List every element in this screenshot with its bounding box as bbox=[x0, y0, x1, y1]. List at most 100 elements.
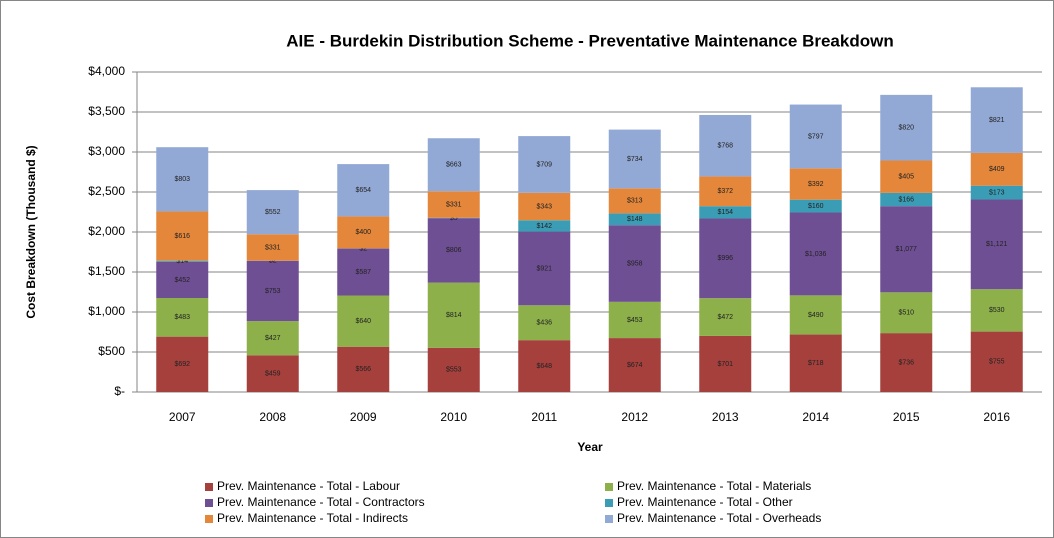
value-label: $452 bbox=[174, 277, 190, 284]
y-tick-label: $1,000 bbox=[88, 304, 125, 318]
bar-segment bbox=[156, 261, 209, 298]
y-tick-label: $2,000 bbox=[88, 224, 125, 238]
y-tick-label: $3,500 bbox=[88, 104, 125, 118]
value-label: $490 bbox=[808, 312, 824, 319]
value-label: $453 bbox=[627, 317, 643, 324]
y-tick-label: $- bbox=[114, 384, 125, 398]
bar-segment bbox=[970, 87, 1023, 153]
value-label: $392 bbox=[808, 181, 824, 188]
chart-title: AIE - Burdekin Distribution Scheme - Pre… bbox=[286, 31, 893, 50]
bar-segment bbox=[518, 136, 571, 193]
legend-label: Prev. Maintenance - Total - Other bbox=[617, 495, 793, 509]
bar-segment bbox=[246, 260, 299, 322]
value-label: $331 bbox=[265, 244, 281, 251]
value-label: $803 bbox=[174, 176, 190, 183]
y-tick-label: $1,500 bbox=[88, 264, 125, 278]
bar-segment bbox=[699, 206, 752, 219]
value-label: $313 bbox=[627, 198, 643, 205]
value-label: $587 bbox=[355, 269, 371, 276]
value-label: $674 bbox=[627, 362, 643, 369]
value-label: $566 bbox=[355, 366, 371, 373]
value-label: $797 bbox=[808, 133, 824, 140]
value-label: $648 bbox=[536, 363, 552, 370]
bar-segment bbox=[156, 260, 209, 262]
bar-segment bbox=[970, 331, 1023, 392]
bar-segment bbox=[789, 334, 842, 392]
value-label: $553 bbox=[446, 367, 462, 374]
value-label: $142 bbox=[536, 223, 552, 230]
legend-swatch bbox=[205, 499, 213, 507]
bar-segment bbox=[699, 335, 752, 392]
value-label: $654 bbox=[355, 187, 371, 194]
bar-segment bbox=[880, 292, 933, 334]
bar-segment bbox=[608, 213, 661, 226]
value-label: $483 bbox=[174, 314, 190, 321]
value-label: $160 bbox=[808, 203, 824, 210]
bar-segment bbox=[427, 282, 480, 348]
value-label: $372 bbox=[717, 188, 733, 195]
value-label: $331 bbox=[446, 201, 462, 208]
bar-segment bbox=[789, 212, 842, 296]
value-label: $755 bbox=[989, 359, 1005, 366]
value-label: $173 bbox=[989, 189, 1005, 196]
bar-segment bbox=[337, 295, 390, 347]
legend-swatch bbox=[205, 515, 213, 523]
legend-swatch bbox=[605, 483, 613, 491]
bar-segment bbox=[608, 338, 661, 392]
value-label: $459 bbox=[265, 370, 281, 377]
bar-segment bbox=[337, 216, 390, 249]
bar-segment bbox=[970, 185, 1023, 200]
bar-segment bbox=[789, 104, 842, 169]
value-label: $701 bbox=[717, 361, 733, 368]
legend-swatch bbox=[205, 483, 213, 491]
value-label: $436 bbox=[536, 320, 552, 327]
bar-segment bbox=[156, 147, 209, 212]
bar-segment bbox=[156, 336, 209, 392]
bar-segment bbox=[608, 225, 661, 302]
legend-label: Prev. Maintenance - Total - Contractors bbox=[217, 495, 425, 509]
value-label: $753 bbox=[265, 288, 281, 295]
value-label: $921 bbox=[536, 265, 552, 272]
bar-segment bbox=[699, 298, 752, 336]
bar-segment bbox=[880, 206, 933, 293]
value-label: $996 bbox=[717, 255, 733, 262]
legend-label: Prev. Maintenance - Total - Labour bbox=[217, 479, 400, 493]
value-label: $148 bbox=[627, 216, 643, 223]
value-label: $820 bbox=[898, 125, 914, 132]
legend-swatch bbox=[605, 515, 613, 523]
bar-segment bbox=[880, 333, 933, 392]
x-tick-label: 2015 bbox=[893, 410, 920, 424]
bar-segment bbox=[337, 164, 390, 217]
x-tick-label: 2010 bbox=[440, 410, 467, 424]
y-tick-label: $4,000 bbox=[88, 64, 125, 78]
bar-segment bbox=[970, 289, 1023, 332]
value-label: $166 bbox=[898, 196, 914, 203]
value-label: $1,077 bbox=[896, 246, 918, 253]
bar-segment bbox=[699, 218, 752, 299]
x-tick-label: 2016 bbox=[983, 410, 1010, 424]
value-label: $405 bbox=[898, 174, 914, 181]
value-label: $958 bbox=[627, 260, 643, 267]
x-tick-label: 2014 bbox=[802, 410, 829, 424]
value-label: $640 bbox=[355, 318, 371, 325]
value-label: $616 bbox=[174, 233, 190, 240]
value-label: $14 bbox=[176, 258, 188, 265]
y-tick-label: $3,000 bbox=[88, 144, 125, 158]
x-tick-label: 2013 bbox=[712, 410, 739, 424]
bar-segment bbox=[518, 305, 571, 341]
value-label: $472 bbox=[717, 314, 733, 321]
x-tick-label: 2007 bbox=[169, 410, 196, 424]
bar-segment bbox=[518, 231, 571, 306]
bar-segment bbox=[789, 168, 842, 200]
value-label: $154 bbox=[717, 209, 733, 216]
bar-segment bbox=[427, 191, 480, 218]
value-label: $718 bbox=[808, 360, 824, 367]
value-label: $734 bbox=[627, 156, 643, 163]
bar-segment bbox=[880, 160, 933, 193]
value-label: $736 bbox=[898, 359, 914, 366]
bar-segment bbox=[156, 211, 209, 261]
bar-segment bbox=[789, 199, 842, 213]
value-label: $427 bbox=[265, 335, 281, 342]
value-label: $343 bbox=[536, 203, 552, 210]
